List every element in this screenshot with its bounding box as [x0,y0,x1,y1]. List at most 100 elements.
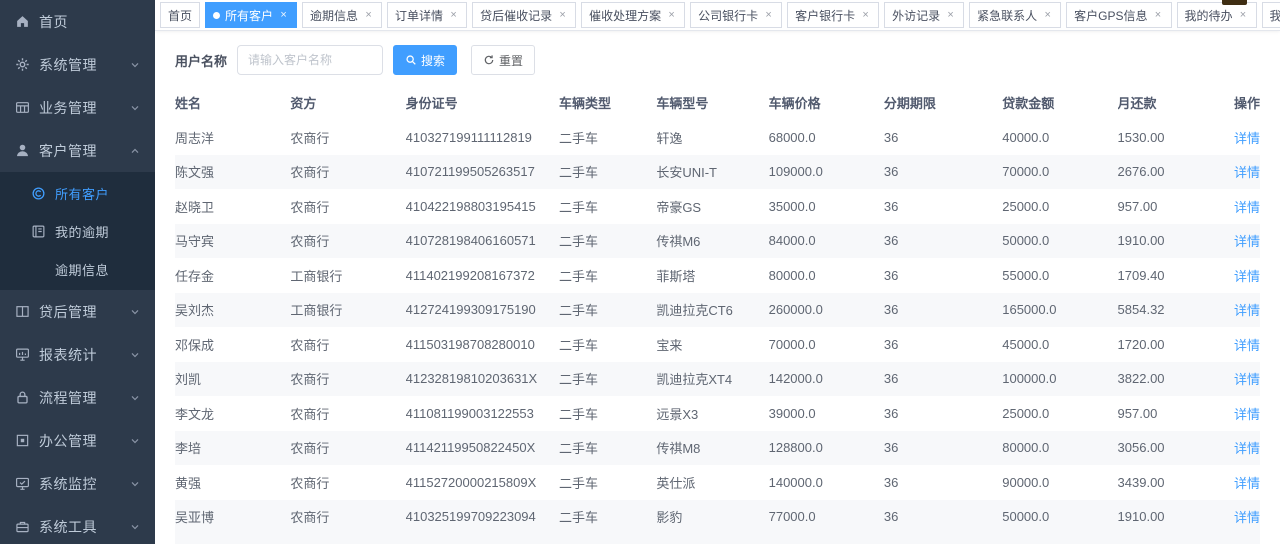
table-cell: 410721199505263517 [405,154,560,189]
detail-link[interactable]: 详情 [1233,130,1260,146]
detail-link[interactable]: 详情 [1233,406,1260,422]
table-cell: 吴刘杰 [175,292,291,327]
table-row: 任存金 工商银行 411402199208167372 二手车 菲斯塔 80000.0 36… [175,258,1260,293]
column-header: 操作 [1233,95,1260,111]
tab-11[interactable]: 我的待办 × [1176,2,1257,28]
sidebar-item-customer-admin[interactable]: 客户管理 [0,129,155,172]
table-cell-actions: 详情 [1219,154,1260,189]
reset-button[interactable]: 重置 [471,45,536,75]
table-cell: 36 [883,223,1003,258]
sidebar-item-my-overdue[interactable]: 我的逾期 [0,212,155,250]
tab-close-icon[interactable]: × [668,8,675,21]
tab-close-icon[interactable]: × [450,8,457,21]
sidebar-item-label: 报表统计 [39,346,97,363]
table-cell [1117,534,1220,544]
customer-name-input[interactable] [237,45,384,75]
detail-link[interactable]: 详情 [1233,475,1260,491]
sidebar-item-label: 系统工具 [39,518,97,535]
table-cell: 宝来 [656,337,683,353]
detail-link[interactable]: 详情 [1233,234,1260,250]
table-row: 马守宾 农商行 410728198406160571 二手车 传祺M6 84000.0 36… [175,223,1260,258]
table-cell: 35000.0 [768,198,816,214]
table-row: 黄强 农商行 41152720000215809X 二手车 英仕派 140000.0 36 9… [175,465,1260,500]
detail-link[interactable]: 详情 [1233,268,1260,284]
sidebar-item-report-stats[interactable]: 报表统计 [0,333,155,376]
tab-close-icon[interactable]: × [1154,8,1162,21]
window-edge-artifact [1222,0,1247,5]
table-cell-actions: 详情 [1219,361,1260,396]
tab-label: 客户GPS信息 [1074,8,1148,23]
tab-close-icon[interactable]: × [1239,8,1247,21]
sidebar: 首页 系统管理 业务管理 客户管理 所有客户 我的逾期逾期信息贷后管理报表统计流程管理办公… [0,0,155,544]
sidebar-item-system-monitor[interactable]: 系统监控 [0,462,155,505]
table-cell: 68000.0 [768,129,816,145]
sidebar-item-home[interactable]: 首页 [0,0,155,43]
tab-10[interactable]: 客户GPS信息 × [1066,2,1172,28]
table-cell: 25000.0 [1002,405,1050,421]
tab-close-icon[interactable]: × [1044,8,1051,21]
tab-close-icon[interactable]: × [280,8,287,21]
sidebar-item-all-customers[interactable]: 所有客户 [0,174,155,212]
table-cell: 二手车 [559,361,657,396]
detail-link[interactable]: 详情 [1233,372,1260,388]
tab-label: 贷后催收记录 [480,8,553,23]
tab-9[interactable]: 紧急联系人 × [969,2,1062,28]
table-cell: 55000.0 [1002,267,1050,283]
table-cell: 李培 [175,430,291,465]
detail-link[interactable]: 详情 [1233,510,1260,526]
tab-6[interactable]: 公司银行卡 × [690,2,783,28]
table-cell: 轩逸 [656,130,683,146]
table-cell-actions: 详情 [1220,465,1260,500]
sidebar-item-office-admin[interactable]: 办公管理 [0,419,155,462]
tab-label: 公司银行卡 [698,8,759,23]
tab-7[interactable]: 客户银行卡 × [787,2,880,28]
table-cell: 36 [883,336,899,352]
tab-5[interactable]: 催收处理方案 × [581,2,686,28]
detail-link[interactable]: 详情 [1233,303,1260,319]
tab-close-icon[interactable]: × [947,8,954,21]
table-row: 吴刘杰 工商银行 412724199309175190 二手车 凯迪拉克CT6 26000… [175,292,1260,327]
sidebar-item-loan-post-admin[interactable]: 贷后管理 [0,290,155,333]
table-cell: 36 [883,292,1003,327]
tab-4[interactable]: 贷后催收记录 × [472,2,577,28]
column-header: 分期期限 [883,95,936,111]
tab-3[interactable]: 订单详情 × [387,2,468,28]
sidebar-item-system-admin[interactable]: 系统管理 [0,43,155,86]
table-cell: 25000.0 [1002,198,1050,214]
table-cell: 农商行 [290,199,330,215]
detail-link[interactable]: 详情 [1233,165,1260,181]
sidebar-item-label: 逾期信息 [55,262,110,278]
detail-link[interactable]: 详情 [1233,199,1260,215]
table-cell: 410325199709223094 [405,499,560,534]
table-cell: 41232819810203631X [405,361,560,396]
tab-close-icon[interactable]: × [559,8,566,21]
table-cell-actions: 详情 [1219,292,1260,327]
tab-0[interactable]: 首页 [160,2,201,28]
detail-link[interactable]: 详情 [1233,337,1260,353]
monitor-icon [14,476,30,492]
table-cell [768,534,884,544]
tab-8[interactable]: 外访记录 × [884,2,965,28]
table-cell: 农商行 [290,361,406,396]
sidebar-item-process-admin[interactable]: 流程管理 [0,376,155,419]
tab-2[interactable]: 逾期信息 × [302,2,383,28]
tab-close-icon[interactable]: × [765,8,772,21]
table-cell: 50000.0 [1002,223,1118,258]
sidebar-item-system-tools[interactable]: 系统工具 [0,505,155,544]
tab-close-icon[interactable]: × [862,8,869,21]
search-button[interactable]: 搜索 [393,45,458,75]
table-cell: 2676.00 [1117,154,1220,189]
tab-12[interactable]: 我的流程× [1261,2,1280,28]
sidebar-item-label: 办公管理 [39,432,97,449]
customers-table: 姓名 资方 身份证号 车辆类型 车辆型号 车辆价格 分期期限 贷款金额 月还款 操作 周志洋 农商行… [175,84,1260,544]
tab-1[interactable]: 所有客户 × [205,2,298,28]
table-cell: 39000.0 [768,405,816,421]
tab-close-icon[interactable]: × [365,8,372,21]
table-cell [405,534,560,544]
sidebar-item-business-admin[interactable]: 业务管理 [0,86,155,129]
sidebar-item-label: 系统监控 [39,475,97,492]
sidebar-item-overdue-info[interactable]: 逾期信息 [0,250,155,288]
detail-link[interactable]: 详情 [1233,441,1260,457]
column-header: 姓名 [175,95,202,111]
table-cell: 165000.0 [1002,292,1118,327]
